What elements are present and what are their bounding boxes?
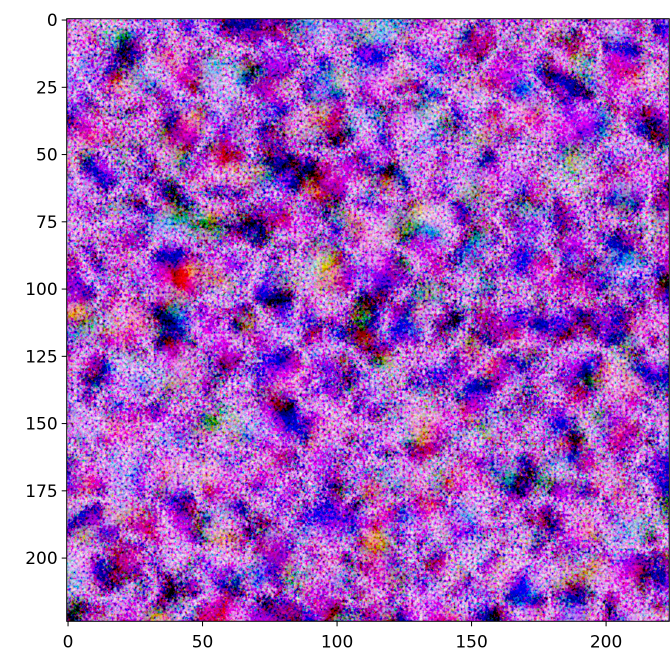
x-tick-label: 150 — [455, 632, 487, 652]
x-tick-label: 200 — [590, 632, 622, 652]
y-tick-label: 175 — [25, 482, 57, 502]
y-tick-label: 0 — [47, 11, 58, 31]
y-tick-label: 150 — [25, 415, 57, 435]
y-tick-label: 50 — [36, 146, 58, 166]
y-tick-label: 100 — [25, 280, 57, 300]
y-tick-label: 25 — [36, 78, 58, 98]
image-texture — [66, 18, 670, 622]
axes-frame — [66, 18, 670, 622]
x-tick-label: 50 — [192, 632, 214, 652]
x-tick-label: 100 — [321, 632, 353, 652]
x-tick-label: 0 — [63, 632, 74, 652]
y-tick-label: 200 — [25, 549, 57, 569]
y-tick-label: 75 — [36, 213, 58, 233]
y-tick-label: 125 — [25, 347, 57, 367]
